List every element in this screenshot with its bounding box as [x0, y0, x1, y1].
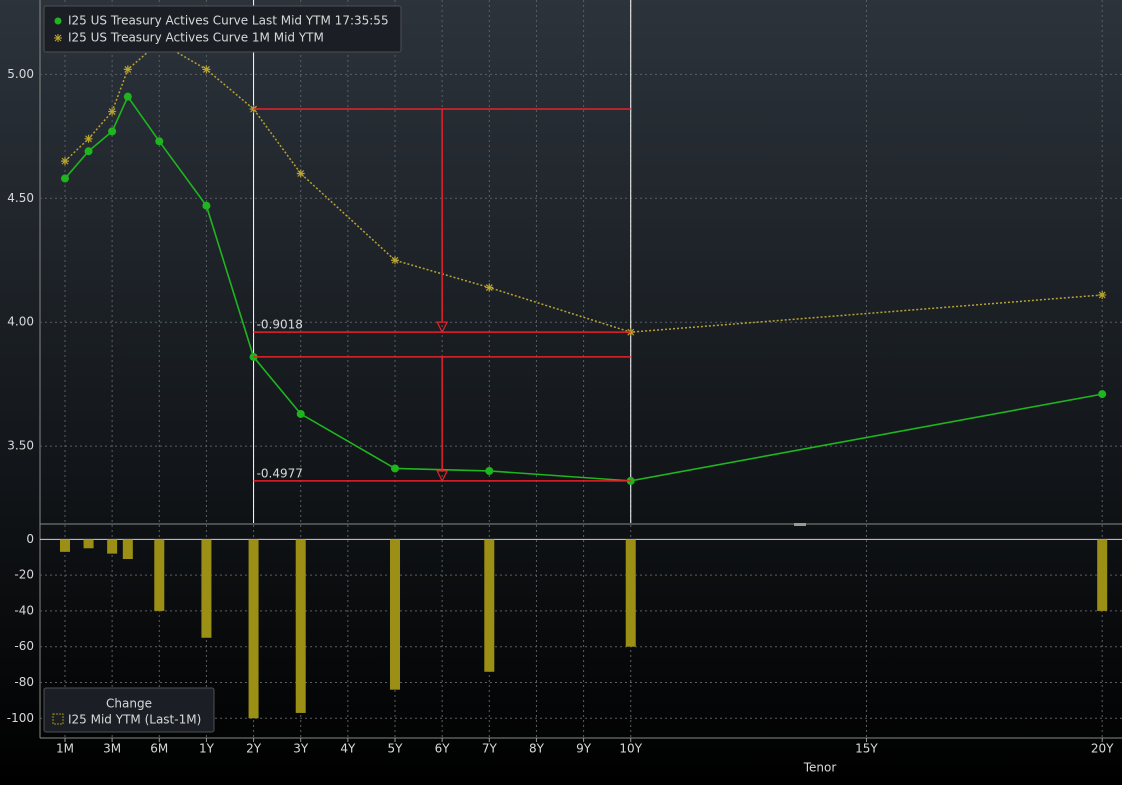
bar	[107, 539, 118, 554]
bar	[625, 539, 636, 647]
splitter-handle[interactable]	[794, 523, 806, 526]
point	[202, 201, 211, 210]
x-tick-label: 7Y	[482, 742, 498, 756]
x-tick-label: 3Y	[293, 742, 309, 756]
legend: I25 US Treasury Actives Curve Last Mid Y…	[43, 5, 402, 53]
point	[123, 92, 132, 101]
bar	[248, 539, 259, 719]
y-tick-label: 4.50	[7, 191, 34, 205]
point	[108, 127, 117, 136]
point	[296, 169, 305, 178]
point	[60, 157, 69, 166]
x-tick-label: 1Y	[199, 742, 215, 756]
legend-box	[43, 687, 215, 733]
series-line	[64, 95, 1103, 482]
x-axis-title: Tenor	[803, 761, 837, 775]
point	[391, 256, 400, 265]
x-tick-label: 6Y	[435, 742, 451, 756]
legend: Change I25 Mid YTM (Last-1M)	[43, 687, 215, 733]
legend-label: I25 Mid YTM (Last-1M)	[68, 713, 201, 727]
point	[123, 65, 132, 74]
bar	[1097, 539, 1108, 611]
y-tick-label: 4.00	[7, 315, 34, 329]
x-tick-label: 8Y	[529, 742, 545, 756]
bar	[122, 539, 133, 560]
legend-marker	[54, 34, 62, 42]
x-tick-label: 5Y	[388, 742, 404, 756]
point	[84, 147, 93, 156]
point	[249, 105, 258, 114]
spread-label: -0.9018	[257, 318, 303, 332]
bar	[201, 539, 212, 638]
bar	[154, 539, 165, 611]
x-tick-label: 15Y	[855, 742, 878, 756]
legend-label: I25 US Treasury Actives Curve Last Mid Y…	[68, 14, 389, 28]
x-tick-label: 20Y	[1091, 742, 1114, 756]
point	[249, 352, 258, 361]
point	[202, 65, 211, 74]
y-tick-label: -20	[14, 568, 34, 582]
x-tick-label: 4Y	[340, 742, 356, 756]
point	[391, 464, 400, 473]
arrow-head	[436, 470, 449, 483]
bar	[295, 539, 306, 713]
y-tick-label: -60	[14, 639, 34, 653]
point	[485, 283, 494, 292]
arrow-head	[436, 321, 449, 334]
point	[485, 466, 494, 475]
y-tick-label: 0	[26, 532, 34, 546]
point	[108, 107, 117, 116]
x-tick-label: 10Y	[619, 742, 642, 756]
x-tick-label: 1M	[56, 742, 74, 756]
bar	[83, 539, 94, 549]
series-line	[64, 41, 1103, 333]
y-tick-label: -100	[7, 711, 34, 725]
point	[296, 409, 305, 418]
x-tick-label: 6M	[150, 742, 168, 756]
bar	[59, 539, 70, 552]
y-tick-label: 5.00	[7, 67, 34, 81]
y-tick-label: -40	[14, 603, 34, 617]
x-tick-label: 3M	[103, 742, 121, 756]
legend-label: I25 US Treasury Actives Curve 1M Mid YTM	[68, 31, 324, 45]
point	[84, 134, 93, 143]
legend-marker	[54, 17, 62, 25]
point	[1098, 390, 1107, 399]
point	[1098, 290, 1107, 299]
legend-title: Change	[106, 697, 152, 711]
bar	[390, 539, 401, 690]
bar	[484, 539, 495, 672]
legend-box	[43, 5, 402, 53]
point	[60, 174, 69, 183]
x-tick-label: 2Y	[246, 742, 262, 756]
spread-label: -0.4977	[257, 466, 303, 480]
x-tick-label: 9Y	[576, 742, 592, 756]
y-tick-label: -80	[14, 675, 34, 689]
y-tick-label: 3.50	[7, 439, 34, 453]
point	[155, 137, 164, 146]
legend-marker	[52, 713, 64, 725]
